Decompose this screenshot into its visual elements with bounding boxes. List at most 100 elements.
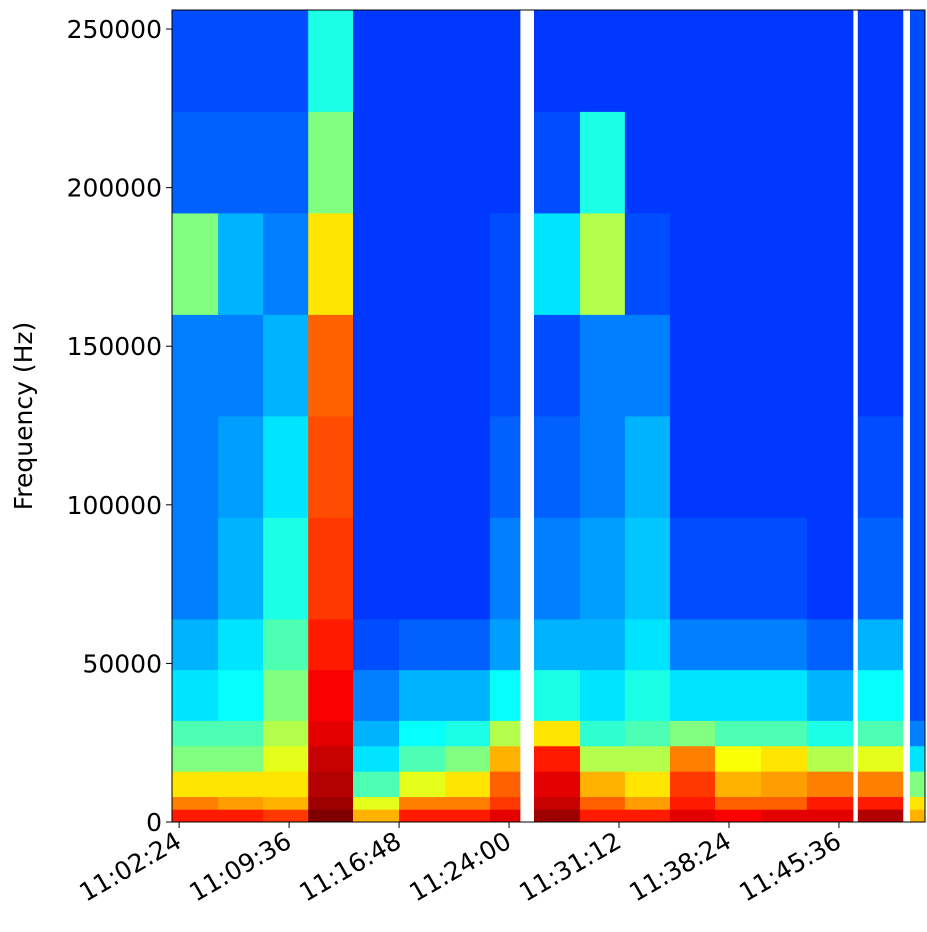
cell — [909, 796, 926, 810]
cell — [714, 796, 762, 810]
cell — [806, 809, 854, 823]
cell — [909, 745, 926, 772]
cell — [714, 669, 762, 721]
cell — [580, 720, 626, 747]
cell — [399, 517, 446, 620]
cell — [669, 416, 716, 518]
cell — [714, 745, 762, 772]
cell — [445, 111, 491, 214]
cell — [533, 416, 581, 518]
cell — [624, 669, 671, 721]
cell — [263, 669, 309, 721]
cell — [533, 10, 581, 112]
cell — [308, 669, 354, 721]
cell — [218, 745, 264, 772]
cell — [489, 619, 521, 671]
cell — [352, 809, 400, 823]
cell — [624, 745, 671, 772]
cell — [857, 796, 904, 810]
cell — [489, 517, 521, 620]
cell — [761, 809, 808, 823]
cell — [909, 416, 926, 518]
cell — [489, 111, 521, 214]
cell — [806, 796, 854, 810]
cell — [624, 619, 671, 671]
cell — [263, 213, 309, 315]
cell — [580, 10, 626, 112]
y-tick-label: 0 — [146, 808, 162, 837]
cell — [263, 809, 309, 823]
cell — [445, 213, 491, 315]
cell — [669, 111, 716, 214]
cell — [218, 771, 264, 798]
cell — [218, 111, 264, 214]
cell — [172, 809, 219, 823]
cell — [761, 619, 808, 671]
cell — [218, 796, 264, 810]
cell — [172, 314, 219, 417]
cell — [909, 771, 926, 798]
cell — [533, 796, 581, 810]
cell — [761, 517, 808, 620]
cell — [761, 10, 808, 112]
cell — [489, 213, 521, 315]
cell — [533, 517, 581, 620]
cell — [308, 10, 354, 112]
cell — [445, 517, 491, 620]
cell — [445, 314, 491, 417]
cell — [308, 314, 354, 417]
cell — [172, 10, 219, 112]
cell — [218, 314, 264, 417]
cell — [218, 213, 264, 315]
cell — [533, 314, 581, 417]
cell — [489, 416, 521, 518]
cell — [352, 213, 400, 315]
cell — [909, 213, 926, 315]
cell — [308, 619, 354, 671]
cell — [263, 720, 309, 747]
cell — [714, 619, 762, 671]
cell — [399, 619, 446, 671]
x-tick-label: 11:24:00 — [404, 826, 516, 907]
cell — [489, 314, 521, 417]
x-tick-label: 11:31:12 — [514, 826, 626, 907]
cell — [308, 720, 354, 747]
y-tick-label: 150000 — [67, 332, 162, 361]
cell — [580, 796, 626, 810]
cell — [806, 416, 854, 518]
cell — [761, 111, 808, 214]
cell — [352, 720, 400, 747]
cell — [714, 314, 762, 417]
cell — [857, 314, 904, 417]
cell — [263, 416, 309, 518]
cell — [399, 111, 446, 214]
cell — [806, 314, 854, 417]
cell — [352, 669, 400, 721]
cell — [857, 416, 904, 518]
cell — [669, 517, 716, 620]
cell — [399, 10, 446, 112]
cell — [445, 619, 491, 671]
cell — [263, 111, 309, 214]
cell — [445, 771, 491, 798]
cell — [308, 745, 354, 772]
cell — [761, 416, 808, 518]
cell — [218, 720, 264, 747]
cell — [624, 10, 671, 112]
cell — [580, 619, 626, 671]
cell — [761, 771, 808, 798]
cell — [669, 314, 716, 417]
cell — [399, 416, 446, 518]
cell — [806, 517, 854, 620]
cell — [624, 111, 671, 214]
cell — [761, 314, 808, 417]
cell — [806, 720, 854, 747]
cell — [308, 517, 354, 620]
y-tick-label: 50000 — [82, 649, 162, 678]
cell — [580, 771, 626, 798]
cell — [172, 669, 219, 721]
cell — [399, 669, 446, 721]
cell — [308, 771, 354, 798]
cell — [806, 745, 854, 772]
